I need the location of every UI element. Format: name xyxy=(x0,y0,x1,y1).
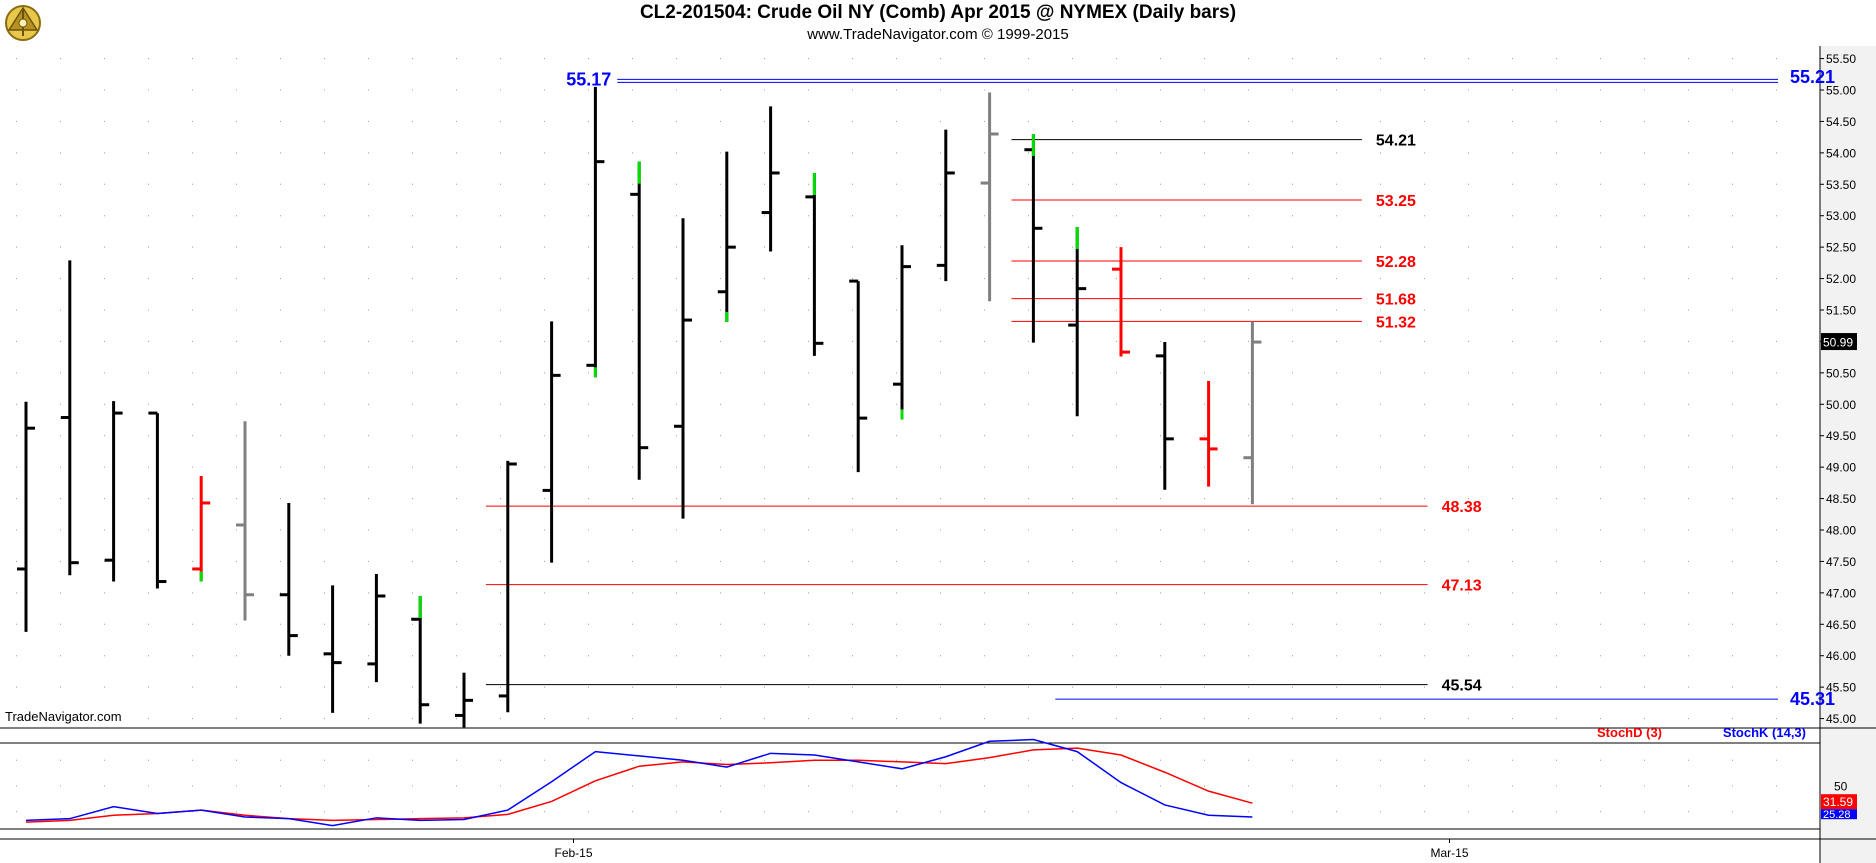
ohlc-bar xyxy=(411,596,430,724)
ohlc-bar xyxy=(630,161,649,480)
stochd-last-label: 31.59 xyxy=(1823,795,1853,809)
y-tick-label: 55.50 xyxy=(1826,52,1856,66)
ohlc-bar xyxy=(1112,247,1130,357)
ohlc-bar xyxy=(498,460,517,713)
ohlc-bar xyxy=(586,86,605,378)
stochk-last-box xyxy=(1821,809,1857,820)
ohlc-bar xyxy=(279,502,298,656)
level-label: 48.38 xyxy=(1442,499,1482,516)
legend-stochk: StochK (14,3) xyxy=(1723,725,1806,740)
last-price-box xyxy=(1821,333,1857,351)
y-axis-area xyxy=(1820,46,1876,863)
ohlc-bar xyxy=(761,106,780,252)
y-tick-label: 49.50 xyxy=(1826,429,1856,443)
chart-subtitle: www.TradeNavigator.com © 1999-2015 xyxy=(807,26,1069,43)
ohlc-bar xyxy=(236,421,254,621)
level-label: 52.28 xyxy=(1376,254,1416,271)
level-label: 47.13 xyxy=(1442,578,1482,595)
ohlc-bar xyxy=(104,401,123,582)
ohlc-bar xyxy=(674,218,692,519)
ohlc-bar xyxy=(323,585,342,713)
y-tick-label: 48.00 xyxy=(1826,524,1856,538)
ohlc-bar xyxy=(17,401,35,632)
watermark-text: TradeNavigator.com xyxy=(5,709,122,724)
y-tick-label: 50.50 xyxy=(1826,366,1856,380)
ohlc-bar xyxy=(717,151,736,322)
y-tick-label: 53.00 xyxy=(1826,209,1856,223)
stoch-y-tick-label: 50 xyxy=(1834,780,1848,794)
last-price-label: 50.99 xyxy=(1823,336,1853,350)
y-tick-label: 48.50 xyxy=(1826,492,1856,506)
ohlc-bar xyxy=(1024,134,1043,343)
level-label: 45.54 xyxy=(1442,678,1482,695)
ohlc-bar xyxy=(367,574,386,683)
y-tick-label: 52.00 xyxy=(1826,272,1856,286)
stochk-last-label: 25.28 xyxy=(1823,809,1851,821)
level-label: 51.68 xyxy=(1376,292,1416,309)
level-label: 51.32 xyxy=(1376,314,1416,331)
ohlc-bar xyxy=(192,475,211,582)
ohlc-bar xyxy=(455,672,473,728)
ohlc-bar xyxy=(805,172,824,356)
y-tick-label: 54.00 xyxy=(1826,146,1856,160)
x-tick-label: Mar-15 xyxy=(1430,846,1468,860)
y-tick-label: 53.50 xyxy=(1826,178,1856,192)
ohlc-bar xyxy=(1068,227,1087,417)
y-tick-label: 47.50 xyxy=(1826,555,1856,569)
ohlc-bar xyxy=(936,129,955,282)
stochk-line xyxy=(25,738,1253,827)
ohlc-bar xyxy=(60,260,79,576)
ohlc-bar xyxy=(1199,381,1218,487)
chart-title: CL2-201504: Crude Oil NY (Comb) Apr 2015… xyxy=(639,2,1237,23)
y-tick-label: 54.50 xyxy=(1826,115,1856,129)
y-tick-label: 46.50 xyxy=(1826,618,1856,632)
x-tick-label: Feb-15 xyxy=(554,846,592,860)
level-label: 55.17 xyxy=(566,69,611,89)
ohlc-bar xyxy=(980,92,999,302)
y-tick-label: 45.00 xyxy=(1826,712,1856,726)
chart-header: CL2-201504: Crude Oil NY (Comb) Apr 2015… xyxy=(0,0,1876,46)
y-tick-label: 49.00 xyxy=(1826,461,1856,475)
level-label: 53.25 xyxy=(1376,193,1416,210)
stochd-line xyxy=(25,747,1253,823)
level-label: 54.21 xyxy=(1376,133,1416,150)
y-tick-label: 46.00 xyxy=(1826,649,1856,663)
price-panel: 45.00 45.50 46.00 46.50 47.00 47.50 48.00 48.50… xyxy=(0,46,1876,863)
ohlc-bar xyxy=(849,279,868,473)
y-tick-label: 45.50 xyxy=(1826,681,1856,695)
level-label: 55.21 xyxy=(1790,67,1835,87)
level-label: 45.31 xyxy=(1790,689,1835,709)
y-tick-label: 52.50 xyxy=(1826,241,1856,255)
ohlc-bar xyxy=(148,411,167,589)
sextant-logo-icon xyxy=(5,5,41,41)
legend-stochd: StochD (3) xyxy=(1597,725,1662,740)
ohlc-bar xyxy=(1243,321,1262,505)
ohlc-bar xyxy=(1155,342,1174,490)
ohlc-bar xyxy=(893,245,911,420)
stochd-last-box xyxy=(1821,794,1857,810)
y-tick-label: 47.00 xyxy=(1826,586,1856,600)
y-tick-label: 50.00 xyxy=(1826,398,1856,412)
y-tick-label: 51.50 xyxy=(1826,304,1856,318)
y-tick-label: 55.00 xyxy=(1826,84,1856,98)
ohlc-bar xyxy=(542,321,561,563)
